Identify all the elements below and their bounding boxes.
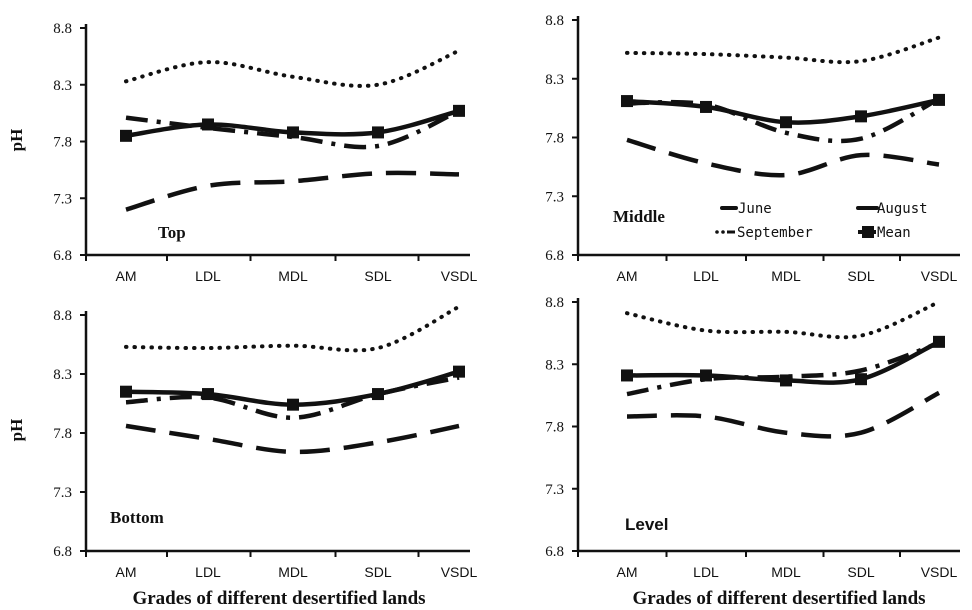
mean-point [933, 335, 945, 348]
x-tick-label: VSDL [441, 564, 478, 580]
panel-top: 6.8 7.3 7.8 8.3 8.8 AM LDL MDL SDL VSDL Top [53, 21, 477, 284]
legend-label-mean: Mean [877, 225, 911, 241]
series-line-june [626, 137, 940, 178]
plot-area-top: 6.8 7.3 7.8 8.3 8.8 AM LDL MDL SDL VSDL [53, 21, 477, 284]
plot-area-level: 6.8 7.3 7.8 8.3 8.8 AM LDL MDL SDL VSDL [545, 295, 960, 580]
x-tick-label: SDL [847, 268, 874, 284]
panel-title-bottom: Bottom [110, 508, 164, 527]
series-line-september [124, 48, 461, 88]
y-tick-label: 8.8 [545, 295, 564, 311]
y-tick-label: 7.3 [545, 189, 564, 205]
mean-point [780, 374, 792, 387]
legend-label-august: August [877, 201, 928, 217]
x-tick-label: MDL [771, 268, 801, 284]
mean-point [287, 126, 299, 139]
y-tick-label: 8.3 [545, 357, 564, 373]
series-line-august [125, 108, 460, 150]
y-tick-label: 8.3 [545, 72, 564, 88]
x-tick-label: SDL [847, 564, 874, 580]
y-tick-label: 8.8 [53, 21, 72, 37]
y-axis-label-bottom-left: pH [7, 419, 26, 442]
legend: June August September Mean [715, 201, 928, 241]
series-line-september [124, 304, 461, 353]
series-line-june [626, 390, 941, 439]
y-tick-label: 7.8 [53, 135, 72, 151]
series-line-august [626, 340, 940, 397]
x-tick-label: AM [116, 564, 137, 580]
x-tick-label: LDL [693, 564, 719, 580]
x-tick-label: VSDL [441, 268, 478, 284]
y-tick-label: 6.8 [53, 248, 72, 264]
y-tick-label: 6.8 [545, 544, 564, 560]
y-tick-label: 7.8 [545, 420, 564, 436]
y-tick-label: 8.3 [53, 367, 72, 383]
y-axis-label-top-left: pH [7, 129, 26, 152]
x-tick-label: MDL [278, 564, 308, 580]
mean-point [120, 385, 132, 398]
y-tick-label: 7.8 [53, 426, 72, 442]
x-tick-label: AM [617, 268, 638, 284]
panel-title-level: Level [625, 515, 668, 534]
series-line-june [125, 423, 460, 455]
x-tick-label: VSDL [921, 564, 958, 580]
x-tick-label: MDL [278, 268, 308, 284]
panel-level: 6.8 7.3 7.8 8.3 8.8 AM LDL MDL SDL VSDL Level [545, 295, 960, 580]
x-tick-label: AM [116, 268, 137, 284]
x-axis-label-left: Grades of different desertified lands [132, 588, 425, 609]
legend-swatch-september [715, 230, 735, 234]
legend-label-june: June [738, 201, 772, 217]
x-axis-label-right: Grades of different desertified lands [632, 588, 925, 609]
series-line-september [625, 35, 941, 65]
panel-bottom: 6.8 7.3 7.8 8.3 8.8 AM LDL MDL SDL VSDL Bottom [53, 304, 478, 580]
mean-point [287, 398, 299, 411]
mean-point [855, 373, 867, 386]
y-tick-label: 7.3 [545, 482, 564, 498]
legend-label-september: September [737, 225, 813, 241]
y-tick-label: 8.8 [53, 308, 72, 324]
y-tick-label: 7.3 [53, 191, 72, 207]
series-line-august [125, 375, 460, 420]
x-tick-label: SDL [364, 268, 391, 284]
y-tick-label: 8.8 [545, 13, 564, 29]
mean-point [202, 118, 214, 131]
mean-point [933, 93, 945, 106]
plot-area-bottom: 6.8 7.3 7.8 8.3 8.8 AM LDL MDL SDL VSDL [53, 304, 478, 580]
mean-point [855, 110, 867, 123]
x-tick-label: MDL [771, 564, 801, 580]
mean-point [202, 388, 214, 401]
mean-point [621, 95, 633, 108]
x-tick-label: AM [617, 564, 638, 580]
mean-point [120, 129, 132, 142]
x-tick-label: VSDL [921, 268, 958, 284]
y-tick-label: 8.3 [53, 78, 72, 94]
x-tick-label: LDL [195, 268, 221, 284]
legend-swatch-mean [858, 226, 876, 238]
mean-point [780, 116, 792, 129]
x-tick-label: LDL [195, 564, 221, 580]
mean-point [453, 104, 465, 117]
panel-middle: 6.8 7.3 7.8 8.3 8.8 AM LDL MDL SDL VSDL Middle Ju… [545, 13, 960, 284]
y-tick-label: 7.8 [545, 131, 564, 147]
mean-point [700, 100, 712, 113]
series-line-june [125, 170, 460, 212]
mean-point [372, 388, 384, 401]
y-tick-label: 6.8 [53, 544, 72, 560]
panel-title-top: Top [158, 223, 186, 242]
x-tick-label: LDL [693, 268, 719, 284]
plot-area-middle: 6.8 7.3 7.8 8.3 8.8 AM LDL MDL SDL VSDL [545, 13, 960, 284]
mean-point [621, 369, 633, 382]
y-tick-label: 6.8 [545, 248, 564, 264]
mean-point [372, 126, 384, 139]
series-line-september [625, 300, 941, 340]
y-tick-label: 7.3 [53, 485, 72, 501]
panel-title-middle: Middle [613, 207, 665, 226]
x-tick-label: SDL [364, 564, 391, 580]
mean-point [453, 365, 465, 378]
mean-point [700, 369, 712, 382]
